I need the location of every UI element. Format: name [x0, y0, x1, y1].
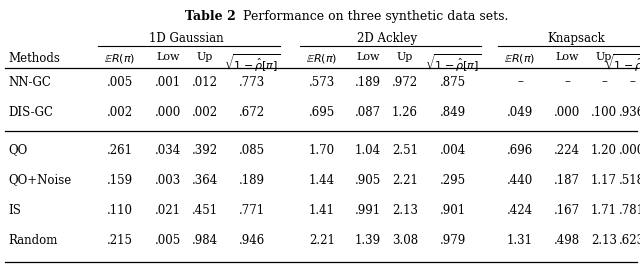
Text: .984: .984 [192, 233, 218, 247]
Text: Methods: Methods [8, 52, 60, 65]
Text: 2.13: 2.13 [591, 233, 617, 247]
Text: .781: .781 [619, 204, 640, 216]
Text: .979: .979 [440, 233, 466, 247]
Text: 1.20: 1.20 [591, 144, 617, 156]
Text: $\mathbb{E}R(\pi)$: $\mathbb{E}R(\pi)$ [307, 52, 338, 65]
Text: $\sqrt{1-\hat{\rho}[\pi]}$: $\sqrt{1-\hat{\rho}[\pi]}$ [425, 52, 481, 73]
Text: .773: .773 [239, 76, 265, 89]
Text: .085: .085 [239, 144, 265, 156]
Text: .159: .159 [107, 173, 133, 187]
Text: .972: .972 [392, 76, 418, 89]
Text: .392: .392 [192, 144, 218, 156]
Text: –: – [564, 76, 570, 89]
Text: .849: .849 [440, 105, 466, 118]
Text: .518: .518 [619, 173, 640, 187]
Text: .003: .003 [155, 173, 181, 187]
Text: .696: .696 [507, 144, 533, 156]
Text: 1.41: 1.41 [309, 204, 335, 216]
Text: .261: .261 [107, 144, 133, 156]
Text: .002: .002 [107, 105, 133, 118]
Text: .001: .001 [155, 76, 181, 89]
Text: 1.44: 1.44 [309, 173, 335, 187]
Text: .002: .002 [192, 105, 218, 118]
Text: Knapsack: Knapsack [547, 32, 605, 45]
Text: .695: .695 [309, 105, 335, 118]
Text: Up: Up [197, 52, 213, 62]
Text: 2.51: 2.51 [392, 144, 418, 156]
Text: .049: .049 [507, 105, 533, 118]
Text: .189: .189 [355, 76, 381, 89]
Text: 1.26: 1.26 [392, 105, 418, 118]
Text: .005: .005 [155, 233, 181, 247]
Text: .424: .424 [507, 204, 533, 216]
Text: Low: Low [156, 52, 180, 62]
Text: Table 2: Table 2 [185, 10, 236, 23]
Text: .110: .110 [107, 204, 133, 216]
Text: Low: Low [356, 52, 380, 62]
Text: –: – [601, 76, 607, 89]
Text: Low: Low [556, 52, 579, 62]
Text: .498: .498 [554, 233, 580, 247]
Text: .087: .087 [355, 105, 381, 118]
Text: 1.71: 1.71 [591, 204, 617, 216]
Text: 1.39: 1.39 [355, 233, 381, 247]
Text: .875: .875 [440, 76, 466, 89]
Text: –: – [629, 76, 635, 89]
Text: 3.08: 3.08 [392, 233, 418, 247]
Text: $\mathbb{E}R(\pi)$: $\mathbb{E}R(\pi)$ [504, 52, 536, 65]
Text: .451: .451 [192, 204, 218, 216]
Text: .901: .901 [440, 204, 466, 216]
Text: 2D Ackley: 2D Ackley [357, 32, 417, 45]
Text: .295: .295 [440, 173, 466, 187]
Text: Up: Up [397, 52, 413, 62]
Text: $\sqrt{1-\hat{\rho}[\pi]}$: $\sqrt{1-\hat{\rho}[\pi]}$ [604, 52, 640, 73]
Text: Random: Random [8, 233, 58, 247]
Text: .004: .004 [440, 144, 466, 156]
Text: .936: .936 [619, 105, 640, 118]
Text: .189: .189 [239, 173, 265, 187]
Text: .021: .021 [155, 204, 181, 216]
Text: .623: .623 [619, 233, 640, 247]
Text: .224: .224 [554, 144, 580, 156]
Text: –: – [517, 76, 523, 89]
Text: Performance on three synthetic data sets.: Performance on three synthetic data sets… [243, 10, 508, 23]
Text: $\sqrt{1-\hat{\rho}[\pi]}$: $\sqrt{1-\hat{\rho}[\pi]}$ [224, 52, 280, 73]
Text: .005: .005 [107, 76, 133, 89]
Text: DIS-GC: DIS-GC [8, 105, 53, 118]
Text: IS: IS [8, 204, 21, 216]
Text: 2.13: 2.13 [392, 204, 418, 216]
Text: .100: .100 [591, 105, 617, 118]
Text: .573: .573 [309, 76, 335, 89]
Text: .000: .000 [155, 105, 181, 118]
Text: .034: .034 [155, 144, 181, 156]
Text: 2.21: 2.21 [309, 233, 335, 247]
Text: 1.70: 1.70 [309, 144, 335, 156]
Text: NN-GC: NN-GC [8, 76, 51, 89]
Text: 1.31: 1.31 [507, 233, 533, 247]
Text: .440: .440 [507, 173, 533, 187]
Text: .672: .672 [239, 105, 265, 118]
Text: QO+Noise: QO+Noise [8, 173, 71, 187]
Text: .905: .905 [355, 173, 381, 187]
Text: .771: .771 [239, 204, 265, 216]
Text: QO: QO [8, 144, 28, 156]
Text: .991: .991 [355, 204, 381, 216]
Text: 1D Gaussian: 1D Gaussian [148, 32, 223, 45]
Text: .000: .000 [619, 144, 640, 156]
Text: $\mathbb{E}R(\pi)$: $\mathbb{E}R(\pi)$ [104, 52, 136, 65]
Text: .012: .012 [192, 76, 218, 89]
Text: 2.21: 2.21 [392, 173, 418, 187]
Text: .187: .187 [554, 173, 580, 187]
Text: Up: Up [596, 52, 612, 62]
Text: .000: .000 [554, 105, 580, 118]
Text: 1.04: 1.04 [355, 144, 381, 156]
Text: .167: .167 [554, 204, 580, 216]
Text: .215: .215 [107, 233, 133, 247]
Text: .946: .946 [239, 233, 265, 247]
Text: .364: .364 [192, 173, 218, 187]
Text: 1.17: 1.17 [591, 173, 617, 187]
